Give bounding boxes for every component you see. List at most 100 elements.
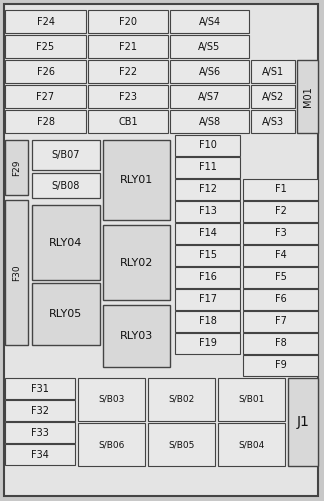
Text: F21: F21 [119, 42, 137, 52]
Text: S/B07: S/B07 [52, 150, 80, 160]
Text: F31: F31 [31, 383, 49, 393]
Text: F13: F13 [199, 206, 216, 216]
Text: S/B04: S/B04 [238, 440, 265, 449]
Bar [175, 223, 240, 244]
Text: F23: F23 [119, 92, 137, 102]
Bar [5, 140, 28, 195]
Bar [88, 35, 168, 58]
Text: A/S5: A/S5 [198, 42, 221, 52]
Bar [148, 378, 215, 421]
Bar [175, 289, 240, 310]
Text: F9: F9 [275, 361, 286, 371]
Text: F11: F11 [199, 162, 216, 172]
Text: RLY02: RLY02 [120, 258, 153, 268]
Bar [88, 10, 168, 33]
Bar [5, 10, 86, 33]
Text: F30: F30 [12, 264, 21, 281]
Bar [32, 283, 100, 345]
Text: F10: F10 [199, 140, 216, 150]
Text: F2: F2 [274, 206, 286, 216]
Text: RLY03: RLY03 [120, 331, 153, 341]
Bar [175, 135, 240, 156]
Text: F29: F29 [12, 159, 21, 176]
Bar [5, 422, 75, 443]
Bar [243, 311, 318, 332]
Text: RLY05: RLY05 [49, 309, 83, 319]
Text: F33: F33 [31, 427, 49, 437]
Bar [148, 423, 215, 466]
Text: S/B03: S/B03 [98, 395, 125, 404]
Bar [5, 60, 86, 83]
Bar [288, 378, 318, 466]
Text: F22: F22 [119, 67, 137, 77]
Bar [78, 378, 145, 421]
Bar [175, 201, 240, 222]
Bar [251, 60, 295, 83]
Text: F17: F17 [199, 295, 216, 305]
Text: F19: F19 [199, 339, 216, 349]
Text: M01: M01 [303, 86, 313, 107]
Text: F3: F3 [275, 228, 286, 238]
Text: F18: F18 [199, 317, 216, 327]
Text: CB1: CB1 [118, 117, 138, 126]
Bar [32, 173, 100, 198]
Text: F7: F7 [274, 317, 286, 327]
Bar [175, 267, 240, 288]
Text: F15: F15 [199, 250, 216, 261]
Bar [88, 60, 168, 83]
Text: S/B02: S/B02 [168, 395, 195, 404]
Bar [243, 289, 318, 310]
Text: F25: F25 [36, 42, 54, 52]
Text: F6: F6 [275, 295, 286, 305]
Bar [243, 333, 318, 354]
Text: A/S8: A/S8 [198, 117, 221, 126]
Bar [5, 200, 28, 345]
Text: A/S7: A/S7 [198, 92, 221, 102]
Text: F24: F24 [37, 17, 54, 27]
Text: F27: F27 [36, 92, 54, 102]
Text: F12: F12 [199, 184, 216, 194]
Bar [32, 205, 100, 280]
Text: RLY04: RLY04 [49, 237, 83, 247]
Text: S/B01: S/B01 [238, 395, 265, 404]
Bar [251, 85, 295, 108]
Bar [243, 267, 318, 288]
Bar [103, 305, 170, 367]
Bar [243, 355, 318, 376]
Text: F16: F16 [199, 273, 216, 283]
Text: A/S4: A/S4 [198, 17, 221, 27]
Bar [5, 110, 86, 133]
Text: S/B06: S/B06 [98, 440, 125, 449]
Bar [103, 140, 170, 220]
Text: F8: F8 [275, 339, 286, 349]
Text: F20: F20 [119, 17, 137, 27]
Bar [243, 201, 318, 222]
Bar [103, 225, 170, 300]
Bar [218, 423, 285, 466]
Text: RLY01: RLY01 [120, 175, 153, 185]
Text: A/S1: A/S1 [262, 67, 284, 77]
Text: F4: F4 [275, 250, 286, 261]
Bar [175, 157, 240, 178]
Text: A/S6: A/S6 [198, 67, 221, 77]
Bar [243, 179, 318, 200]
Text: F26: F26 [37, 67, 54, 77]
Text: J1: J1 [296, 415, 309, 429]
Bar [78, 423, 145, 466]
Bar [88, 110, 168, 133]
Bar [251, 110, 295, 133]
Bar [175, 333, 240, 354]
Bar [243, 223, 318, 244]
Bar [88, 85, 168, 108]
Bar [32, 140, 100, 170]
Bar [297, 60, 318, 133]
Bar [5, 85, 86, 108]
Bar [170, 10, 249, 33]
Bar [5, 444, 75, 465]
Bar [5, 400, 75, 421]
Text: S/B08: S/B08 [52, 180, 80, 190]
Text: A/S2: A/S2 [262, 92, 284, 102]
Bar [218, 378, 285, 421]
Bar [170, 85, 249, 108]
Text: F28: F28 [37, 117, 54, 126]
